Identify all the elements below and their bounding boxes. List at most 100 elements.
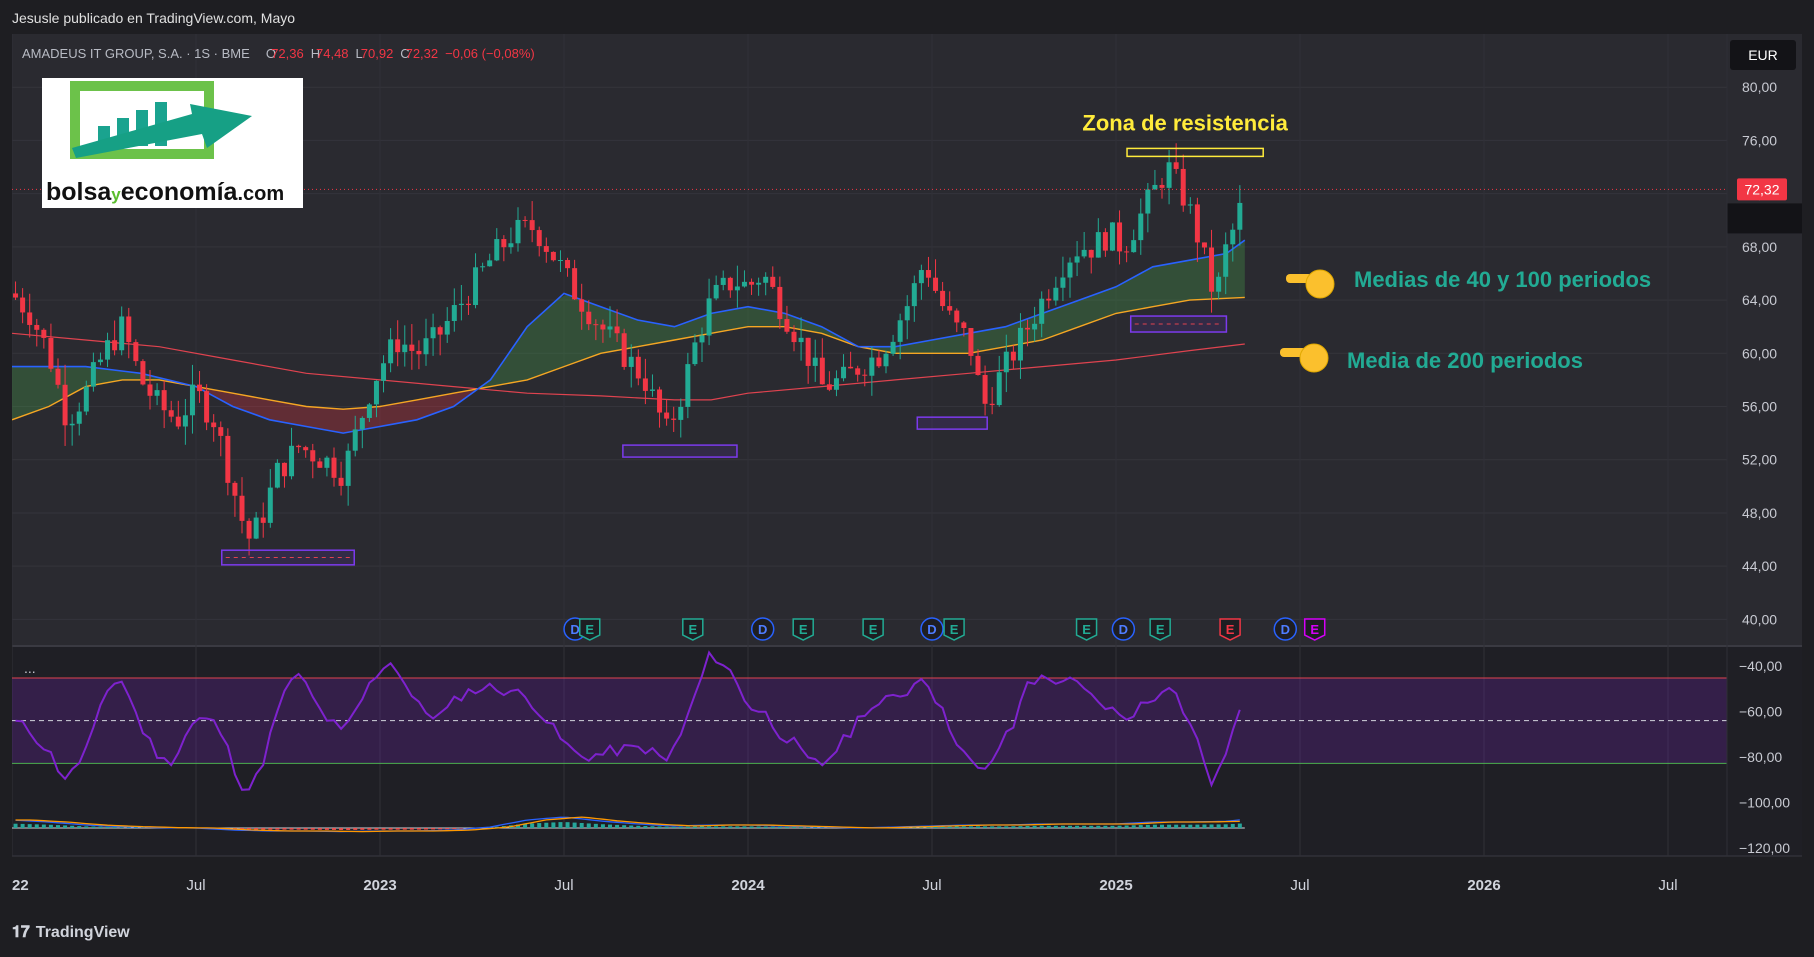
ma-40-100-annotation: Medias de 40 y 100 periodos (1354, 267, 1651, 292)
main-pane-bg (12, 34, 1802, 646)
x-tick-label: Jul (1290, 877, 1309, 894)
macd-hist-bar (1011, 826, 1016, 828)
candle-body (281, 462, 287, 477)
earnings-event-icon (1219, 618, 1241, 641)
macd-hist-bar (749, 826, 754, 828)
candle-body (741, 281, 747, 287)
earnings-event-icon (682, 618, 704, 641)
ohlc-key: C (400, 46, 409, 61)
publisher-line: Jesusle publicado en TradingView.com, Ma… (12, 10, 296, 26)
candle-body (62, 384, 68, 426)
event-label: E (869, 622, 878, 637)
macd-hist-bar (1181, 824, 1186, 828)
symbol-label: AMADEUS IT GROUP, S.A. · 1S · BME (22, 46, 250, 61)
candle-body (522, 219, 528, 221)
event-label: D (570, 622, 579, 637)
macd-hist-bar (1082, 825, 1087, 828)
candle-body (1095, 232, 1101, 258)
macd-hist-bar (374, 828, 379, 830)
macd-hist-bar (622, 825, 627, 828)
candle-body (1237, 202, 1243, 230)
candle-body (756, 282, 762, 285)
macd-hist-bar (770, 826, 775, 828)
macd-hist-bar (1124, 825, 1129, 828)
high-value: 74,48 (316, 46, 349, 61)
candle-body (685, 364, 691, 407)
candle-body (338, 477, 344, 486)
candle-body (557, 260, 563, 262)
y-tick-label: 44,00 (1742, 558, 1777, 574)
candle-body (324, 457, 330, 468)
macd-hist-bar (1138, 825, 1143, 828)
macd-hist-bar (1230, 823, 1235, 828)
y-tick-label: 64,00 (1742, 292, 1777, 308)
candle-body (692, 342, 698, 365)
candle-body (352, 429, 358, 451)
osc-y-tick-label: −80,00 (1739, 749, 1782, 765)
macd-hist-bar (784, 826, 789, 828)
macd-hist-bar (813, 827, 818, 828)
macd-hist-bar (1060, 825, 1065, 828)
tradingview-logo[interactable]: 𝟏𝟕 TradingView (12, 924, 130, 941)
macd-hist-bar (452, 828, 457, 830)
macd-hist-bar (1117, 825, 1122, 828)
macd-hist-bar (919, 827, 924, 828)
dividend-event-icon (920, 617, 944, 641)
logo-graphic (70, 81, 252, 159)
candle-body (501, 239, 507, 248)
candle-body (1053, 287, 1059, 301)
x-tick-label: 2026 (1467, 877, 1500, 894)
candle-body (310, 450, 316, 462)
candle-body (727, 277, 733, 291)
macd-hist-bar (56, 825, 60, 828)
macd-hist-bar (777, 826, 782, 828)
macd-hist-bar (282, 828, 287, 830)
macd-hist-bar (445, 828, 450, 830)
candle-body (480, 266, 486, 268)
earnings-event-icon (1303, 618, 1326, 641)
macd-hist-bar (126, 827, 131, 828)
x-tick-label: 2022 (12, 877, 29, 894)
candle-body (819, 357, 825, 385)
candle-body (225, 435, 231, 483)
candle-body (1081, 249, 1087, 257)
macd-hist-bar (133, 827, 138, 828)
candle-body (947, 306, 953, 311)
candle-body (211, 422, 217, 428)
candle-body (1159, 184, 1165, 188)
currency-button[interactable]: EUR (1730, 40, 1796, 70)
price-chart[interactable]: 80,0076,0072,0068,0064,0060,0056,0052,00… (12, 34, 1802, 912)
ma-40-line (12, 239, 1246, 434)
candle-body (1109, 222, 1115, 251)
candle-body (586, 311, 592, 325)
candle-body (671, 418, 677, 420)
macd-hist-bar (721, 826, 726, 828)
macd-hist-bar (296, 828, 301, 830)
pointing-hand-icon (1280, 343, 1329, 373)
candle-body (904, 306, 910, 321)
macd-hist-bar (530, 823, 535, 828)
macd-hist-bar (1046, 825, 1051, 828)
macd-hist-bar (728, 826, 733, 828)
candle-body (444, 320, 450, 335)
candle-body (381, 363, 387, 381)
candle-body (954, 310, 960, 323)
candle-body (105, 340, 111, 360)
macd-hist-bar (1237, 823, 1242, 828)
candle-body (572, 268, 578, 300)
macd-hist-bar (523, 823, 528, 828)
event-label: E (799, 622, 808, 637)
earnings-event-icon (862, 618, 884, 641)
event-label: E (1156, 622, 1165, 637)
candle-body (649, 389, 655, 391)
candle-body (487, 260, 493, 267)
axis-crosshair-box (1727, 203, 1802, 234)
resistance-label: Zona de resistencia (1082, 110, 1288, 135)
macd-hist-bar (381, 828, 386, 830)
macd-hist-bar (247, 828, 252, 830)
candle-body (1074, 256, 1080, 263)
candle-body (147, 384, 153, 396)
macd-hist-bar (707, 826, 712, 828)
macd-hist-bar (303, 828, 308, 830)
candle-body (451, 305, 457, 321)
